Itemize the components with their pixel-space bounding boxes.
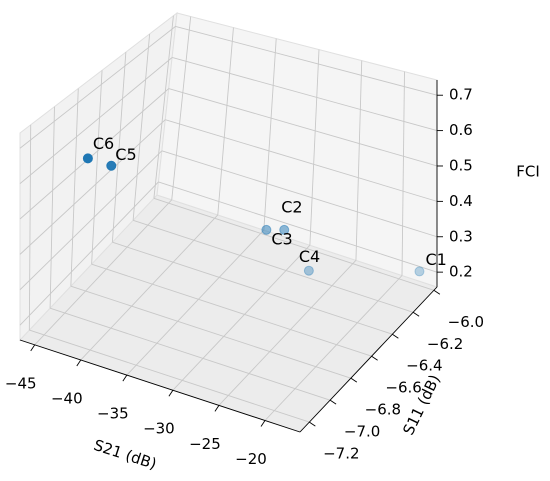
grid-line	[126, 229, 265, 376]
y-tick-label: −6.0	[448, 313, 484, 331]
x-axis	[19, 339, 301, 433]
grid-line	[153, 197, 435, 291]
point	[261, 224, 272, 235]
grid-line	[49, 106, 55, 309]
grid-line	[111, 52, 127, 243]
point-label: C4	[299, 247, 320, 266]
y-tick-label: −6.8	[365, 401, 401, 419]
z-tick-label: 0.7	[449, 86, 473, 104]
grid-line	[70, 285, 351, 379]
tick-mark	[76, 359, 82, 367]
x-tick-label: −40	[51, 389, 83, 407]
z-tick-label: 0.4	[449, 192, 473, 210]
y-tick-label: −6.2	[427, 335, 463, 353]
grid-line	[171, 57, 438, 132]
grid-line	[91, 70, 103, 265]
grid-line	[19, 88, 169, 220]
tick-mark	[371, 355, 378, 361]
x-axis-label: S21 (dB)	[92, 436, 159, 473]
grid-line	[29, 329, 310, 423]
grid-line	[112, 241, 393, 335]
grid-line	[161, 150, 438, 238]
z-tick-label: 0.6	[449, 121, 473, 139]
point-label: C1	[425, 250, 446, 269]
tick-mark	[30, 344, 36, 352]
point	[82, 153, 93, 164]
grid-line	[132, 33, 151, 221]
y-tick-label: −7.0	[344, 423, 380, 441]
tick-mark	[168, 389, 174, 397]
grid-line	[28, 124, 32, 331]
grid-line	[309, 49, 320, 246]
x-tick-label: −30	[143, 420, 175, 438]
z-tick-label: 0.5	[449, 156, 473, 174]
tick-mark	[122, 374, 128, 382]
x-tick-label: −20	[235, 450, 267, 468]
grid-line	[153, 15, 174, 199]
x-tick-label: −25	[189, 435, 221, 453]
grid-line	[19, 57, 173, 184]
tick-mark	[392, 333, 399, 339]
grid-line	[168, 88, 438, 167]
point-label: C3	[271, 229, 292, 248]
grid-line	[263, 38, 277, 231]
grid-line	[19, 181, 159, 326]
grid-line	[172, 244, 311, 391]
grid-line	[80, 214, 219, 361]
z-tick-label: 0.3	[449, 227, 473, 245]
grid-line	[132, 219, 414, 313]
tick-mark	[214, 405, 220, 412]
tick-mark	[329, 399, 337, 405]
tick-mark	[433, 289, 441, 295]
grid-line	[401, 71, 405, 276]
grid-line	[70, 88, 79, 287]
y-axis	[299, 286, 438, 433]
x-tick-label: −35	[97, 405, 129, 423]
grid-line	[91, 263, 372, 357]
z-axis-label: FCI	[516, 163, 540, 181]
y-tick-label: −6.6	[385, 379, 421, 397]
grid-line	[19, 119, 166, 255]
grid-line	[175, 25, 438, 96]
grid-line	[49, 307, 331, 401]
grid-line	[19, 150, 163, 291]
grid-line	[171, 16, 192, 200]
point	[303, 265, 314, 276]
tick-mark	[350, 377, 358, 383]
point-label: C2	[281, 197, 302, 216]
y-tick-label: −6.4	[406, 357, 442, 375]
grid-line	[19, 26, 176, 149]
point	[279, 224, 290, 235]
x-tick-label: −45	[5, 374, 37, 392]
point-label: C6	[93, 134, 114, 153]
grid-line	[158, 181, 438, 273]
grid-line	[355, 60, 363, 261]
grid-line	[165, 119, 438, 202]
point	[414, 266, 425, 277]
grid-line	[264, 275, 403, 421]
grid-line	[34, 199, 173, 346]
point	[106, 160, 117, 171]
tick-mark	[309, 421, 316, 427]
y-tick-label: −7.2	[323, 445, 359, 463]
z-tick-label: 0.2	[449, 263, 473, 281]
grid-line	[217, 27, 234, 216]
point-label: C5	[115, 145, 136, 164]
grid-line	[218, 260, 357, 406]
tick-mark	[412, 311, 420, 317]
tick-mark	[260, 420, 266, 427]
